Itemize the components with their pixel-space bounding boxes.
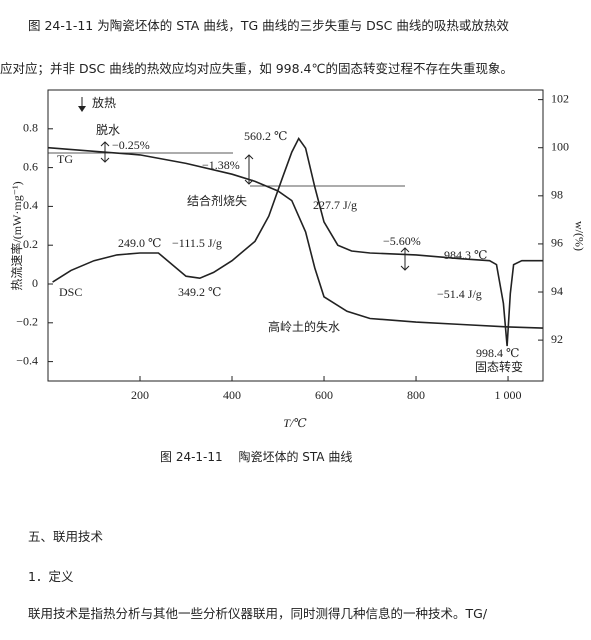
x-axis-label: T/℃ <box>283 416 307 430</box>
y-tick-label: 0.4 <box>23 198 38 212</box>
y-tick-label: 0.8 <box>23 121 38 135</box>
chart: 热流速率/(mW·mg⁻¹) w/(%) T/℃ 200 400 600 800 1 0… <box>9 89 586 430</box>
subsection-heading: 1．定义 <box>28 569 74 584</box>
annotation: TG <box>57 152 73 166</box>
y2-tick-label: 92 <box>551 332 563 346</box>
x-tick-label: 800 <box>407 388 425 402</box>
annotation: −0.25% <box>112 138 150 152</box>
arrow <box>400 247 410 271</box>
annotation: 560.2 ℃ <box>244 129 287 143</box>
x-tick-label: 400 <box>223 388 241 402</box>
annotation: 固态转变 <box>475 359 523 374</box>
y2-tick-label: 94 <box>551 284 563 298</box>
x-tick-label: 1 000 <box>495 388 522 402</box>
annotation: 249.0 ℃ <box>118 236 161 250</box>
y-tick-label: −0.4 <box>16 353 38 367</box>
y-tick-label: 0 <box>32 276 38 290</box>
data-line <box>47 146 543 329</box>
arrow-head <box>78 106 86 112</box>
intro-line: 图 24-1-11 为陶瓷坯体的 STA 曲线，TG 曲线的三步失重与 DSC … <box>28 18 509 33</box>
y-tick-label: −0.2 <box>16 315 38 329</box>
y2-tick-label: 102 <box>551 91 569 105</box>
body-text: 联用技术是指热分析与其他一些分析仪器联用，同时测得几种信息的一种技术。TG/ <box>28 606 488 621</box>
annotation: 998.4 ℃ <box>476 346 519 360</box>
annotation: 227.7 J/g <box>313 198 357 212</box>
figure-caption: 图 24-1-11 陶瓷坯体的 STA 曲线 <box>160 450 353 464</box>
y2-axis-label: w/(%) <box>572 221 586 251</box>
annotation: −51.4 J/g <box>437 287 482 301</box>
annotation: 高岭土的失水 <box>268 319 340 334</box>
x-tick-label: 200 <box>131 388 149 402</box>
y2-tick-label: 98 <box>551 188 563 202</box>
annotation: DSC <box>59 285 82 299</box>
y-axis-label: 热流速率/(mW·mg⁻¹) <box>9 181 24 290</box>
annotation: 349.2 ℃ <box>178 285 221 299</box>
annotation: 984.3 ℃ <box>444 248 487 262</box>
annotation: −5.60% <box>383 234 421 248</box>
annotation: 放热 <box>92 95 116 110</box>
annotation: 脱水 <box>96 122 120 137</box>
y2-tick-label: 100 <box>551 139 569 153</box>
plot-frame <box>47 89 544 382</box>
y-tick-label: 0.6 <box>23 159 38 173</box>
y-tick-label: 0.2 <box>23 237 38 251</box>
y2-tick-label: 96 <box>551 236 563 250</box>
x-tick-label: 600 <box>315 388 333 402</box>
data-line <box>52 136 543 347</box>
annotation: 结合剂烧失 <box>187 193 247 208</box>
intro-line: 应对应；并非 DSC 曲线的热效应均对应失重，如 998.4℃的固态转变过程不存… <box>0 61 514 76</box>
section-heading: 五、联用技术 <box>28 529 104 544</box>
annotation: −111.5 J/g <box>172 236 222 250</box>
annotation: −1.38% <box>202 158 240 172</box>
